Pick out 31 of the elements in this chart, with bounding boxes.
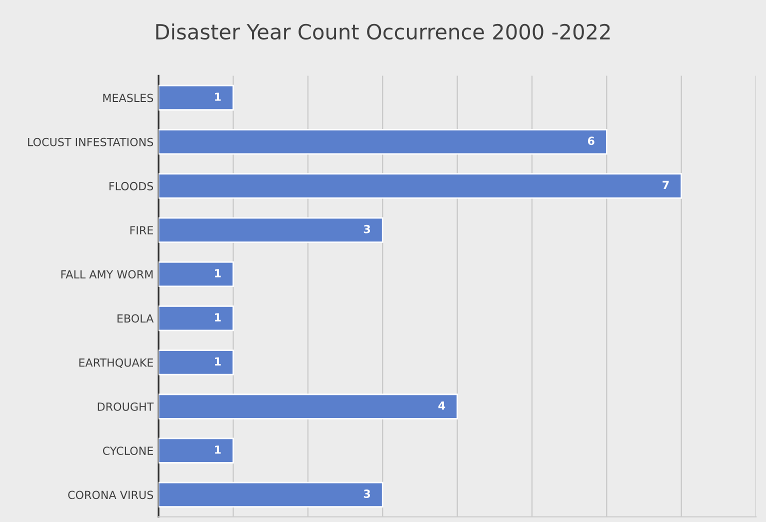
bar [158, 217, 384, 243]
y-tick-label: FLOODS [110, 182, 154, 190]
y-tick-label: CORONA VIRUS [68, 490, 154, 500]
data-label: 6 [588, 136, 594, 146]
y-tick-label: LOCUST INFESTATIONS [28, 138, 154, 146]
bar [158, 261, 234, 288]
y-tick-label: FIRE [130, 226, 153, 234]
data-label: 1 [215, 357, 221, 366]
bar [158, 482, 384, 508]
bar [158, 129, 608, 155]
y-tick-label: MEASLES [103, 94, 154, 102]
bar [158, 173, 682, 199]
y-tick-label: CYCLONE [102, 446, 153, 455]
bar [158, 350, 234, 376]
data-label: 7 [662, 180, 669, 190]
data-label: 3 [364, 490, 370, 498]
bar [158, 394, 458, 420]
bar [158, 84, 234, 111]
data-label: 4 [438, 401, 446, 410]
y-tick-label: EARTHQUAKE [79, 358, 153, 368]
y-tick-label: EBOLA [118, 314, 154, 323]
data-label: 1 [215, 446, 221, 454]
bar [158, 438, 234, 464]
data-label: 1 [215, 92, 221, 101]
chart-title: Disaster Year Count Occurrence 2000 -2022 [156, 23, 610, 40]
data-label: 1 [215, 269, 221, 278]
data-label: 1 [215, 313, 221, 322]
y-tick-label: DROUGHT [98, 402, 154, 411]
bar [158, 305, 234, 332]
data-label: 3 [364, 224, 370, 234]
y-tick-label: FALL AMY WORM [61, 270, 153, 279]
